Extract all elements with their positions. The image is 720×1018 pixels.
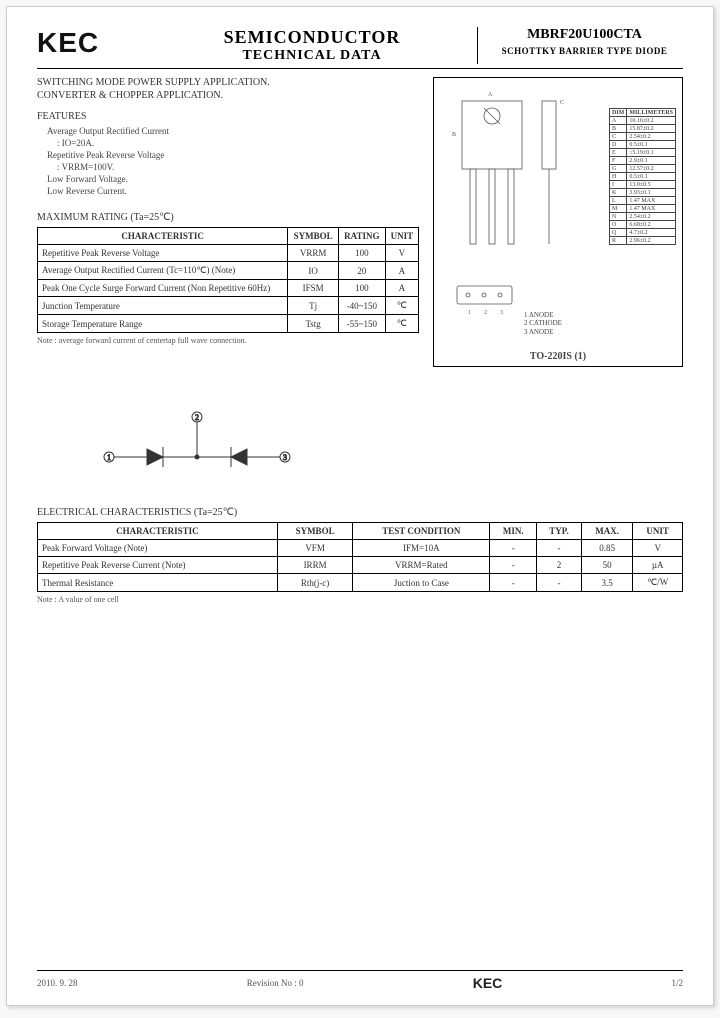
package-drawing: 1 2 3 A B C — [442, 86, 582, 336]
datasheet-page: KEC SEMICONDUCTOR TECHNICAL DATA MBRF20U… — [6, 6, 714, 1006]
right-column: 1 2 3 A B C DIMMILLIMETERS A10.16±0.2 B1… — [433, 77, 683, 367]
package-outline-box: 1 2 3 A B C DIMMILLIMETERS A10.16±0.2 B1… — [433, 77, 683, 367]
part-desc: SCHOTTKY BARRIER TYPE DIODE — [486, 46, 683, 56]
part-number: MBRF20U100CTA — [486, 27, 683, 43]
feature-item: Low Reverse Current. — [47, 186, 419, 196]
rating-cell: ℃ — [385, 315, 418, 333]
elec-head: MAX. — [581, 523, 633, 540]
dimension-table: DIMMILLIMETERS A10.16±0.2 B15.87±0.2 C2.… — [609, 108, 676, 245]
rating-cell: Junction Temperature — [38, 297, 288, 315]
svg-text:B: B — [452, 132, 456, 138]
rating-cell: -40~150 — [338, 297, 385, 315]
doc-title-1: SEMICONDUCTOR — [155, 27, 469, 48]
rating-table: CHARACTERISTIC SYMBOL RATING UNIT Repeti… — [37, 227, 419, 333]
svg-text:C: C — [560, 100, 564, 106]
doc-title-2: TECHNICAL DATA — [155, 48, 469, 64]
elec-head: TYP. — [537, 523, 582, 540]
elec-head: MIN. — [490, 523, 537, 540]
elec-head: CHARACTERISTIC — [38, 523, 278, 540]
svg-text:1: 1 — [107, 453, 111, 462]
page-footer: 2010. 9. 28 Revision No : 0 KEC 1/2 — [37, 970, 683, 991]
rating-cell: IFSM — [288, 280, 339, 297]
rating-cell: Tj — [288, 297, 339, 315]
svg-text:3: 3 — [500, 310, 503, 316]
rating-cell: 100 — [338, 245, 385, 262]
rating-cell: Peak One Cycle Surge Forward Current (No… — [38, 280, 288, 297]
content-row: SWITCHING MODE POWER SUPPLY APPLICATION.… — [37, 77, 683, 367]
elec-title: ELECTRICAL CHARACTERISTICS (Ta=25℃) — [37, 507, 683, 518]
rating-cell: Repetitive Peak Reverse Voltage — [38, 245, 288, 262]
features-heading: FEATURES — [37, 111, 419, 122]
rating-cell: VRRM — [288, 245, 339, 262]
feature-sub: : IO=20A. — [57, 138, 419, 148]
feature-sub: : VRRM=100V. — [57, 162, 419, 172]
footer-page: 1/2 — [671, 978, 683, 988]
footer-revision: Revision No : 0 — [247, 978, 304, 988]
pin-label: 1 ANODE — [524, 311, 562, 319]
rating-cell: A — [385, 262, 418, 280]
svg-text:A: A — [488, 92, 493, 98]
elec-head: SYMBOL — [277, 523, 353, 540]
rating-note: Note : average forward current of center… — [37, 336, 419, 345]
svg-text:3: 3 — [283, 453, 287, 462]
application-line-1: SWITCHING MODE POWER SUPPLY APPLICATION. — [37, 77, 419, 88]
rating-cell: -55~150 — [338, 315, 385, 333]
pin-labels: 1 ANODE 2 CATHODE 3 ANODE — [524, 311, 562, 336]
rating-cell: Tstg — [288, 315, 339, 333]
elec-head: TEST CONDITION — [353, 523, 490, 540]
application-line-2: CONVERTER & CHOPPER APPLICATION. — [37, 90, 419, 101]
rating-cell: V — [385, 245, 418, 262]
left-column: SWITCHING MODE POWER SUPPLY APPLICATION.… — [37, 77, 419, 367]
page-header: KEC SEMICONDUCTOR TECHNICAL DATA MBRF20U… — [37, 27, 683, 69]
svg-text:1: 1 — [468, 310, 471, 316]
pin-label: 3 ANODE — [524, 328, 562, 336]
circuit-schematic: 1 2 3 — [97, 407, 683, 487]
doc-title-block: SEMICONDUCTOR TECHNICAL DATA — [147, 27, 478, 64]
rating-cell: IO — [288, 262, 339, 280]
feature-item: Average Output Rectified Current — [47, 126, 419, 136]
company-logo: KEC — [37, 27, 147, 64]
elec-note: Note : A value of one cell — [37, 595, 683, 604]
rating-cell: ℃ — [385, 297, 418, 315]
svg-text:2: 2 — [484, 310, 487, 316]
svg-text:2: 2 — [195, 413, 199, 422]
rating-cell: 20 — [338, 262, 385, 280]
part-block: MBRF20U100CTA SCHOTTKY BARRIER TYPE DIOD… — [478, 27, 683, 64]
dim-head: DIM — [609, 109, 626, 117]
footer-logo: KEC — [473, 975, 503, 991]
rating-head: RATING — [338, 228, 385, 245]
rating-head: SYMBOL — [288, 228, 339, 245]
rating-head-row: CHARACTERISTIC SYMBOL RATING UNIT — [38, 228, 419, 245]
rating-cell: A — [385, 280, 418, 297]
elec-head: UNIT — [633, 523, 683, 540]
rating-cell: Average Output Rectified Current (Tc=110… — [38, 262, 288, 280]
pin-label: 2 CATHODE — [524, 319, 562, 327]
footer-date: 2010. 9. 28 — [37, 978, 78, 988]
dim-head: MILLIMETERS — [627, 109, 676, 117]
feature-item: Low Forward Voltage. — [47, 174, 419, 184]
rating-cell: Storage Temperature Range — [38, 315, 288, 333]
feature-item: Repetitive Peak Reverse Voltage — [47, 150, 419, 160]
rating-head: UNIT — [385, 228, 418, 245]
elec-table: CHARACTERISTIC SYMBOL TEST CONDITION MIN… — [37, 522, 683, 592]
rating-cell: 100 — [338, 280, 385, 297]
rating-title: MAXIMUM RATING (Ta=25℃) — [37, 212, 419, 223]
package-name: TO-220IS (1) — [434, 351, 682, 362]
rating-head: CHARACTERISTIC — [38, 228, 288, 245]
